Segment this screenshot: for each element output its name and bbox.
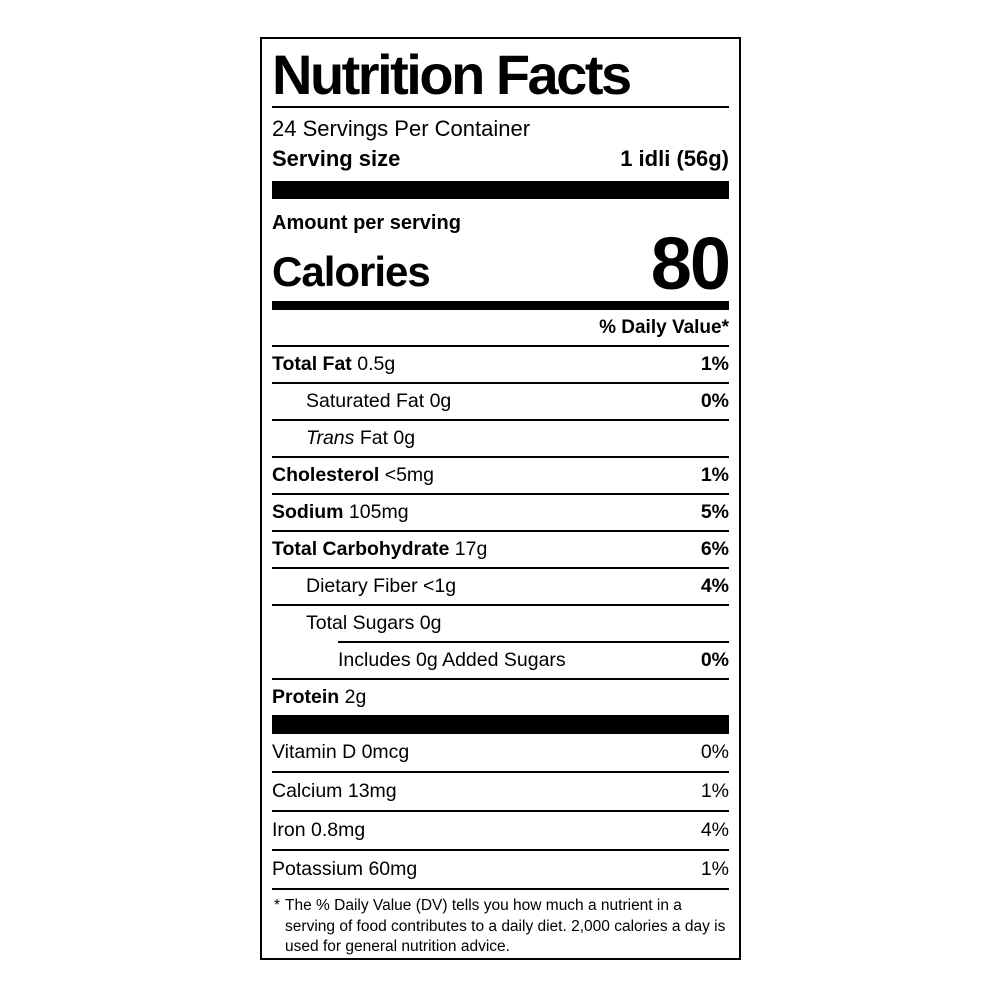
nutrient-rows: Total Fat 0.5g 1% Saturated Fat 0g 0% Trans … (272, 347, 729, 715)
daily-value-percent: 1% (700, 352, 729, 375)
amount-per-serving-label: Amount per serving (272, 211, 461, 234)
nutrient-label: Trans Fat 0g (306, 426, 416, 449)
nutrient-label: Iron 0.8mg (272, 818, 366, 841)
nutrient-row: Protein 2g (272, 680, 729, 715)
nutrient-row: Total Sugars 0g (272, 606, 729, 641)
daily-value-percent: 1% (700, 857, 729, 880)
nutrient-label: Calcium 13mg (272, 779, 397, 802)
nutrient-row: Dietary Fiber <1g 4% (272, 569, 729, 606)
serving-size-value: 1 idli (56g) (620, 145, 729, 171)
nutrient-label: Dietary Fiber <1g (306, 574, 457, 597)
nutrient-label: Total Fat 0.5g (272, 352, 396, 375)
serving-size-label: Serving size (272, 145, 401, 171)
nutrient-label: Includes 0g Added Sugars (338, 648, 566, 671)
nutrient-label: Vitamin D 0mcg (272, 740, 410, 763)
nutrition-facts-label: Nutrition Facts 24 Servings Per Containe… (260, 37, 741, 960)
nutrient-row: Saturated Fat 0g 0% (272, 384, 729, 421)
nutrient-label: Total Sugars 0g (306, 611, 442, 634)
nutrient-row: Total Carbohydrate 17g 6% (272, 532, 729, 569)
daily-value-percent: 0% (700, 740, 729, 763)
nutrient-label: Protein 2g (272, 685, 367, 708)
nutrient-label: Sodium 105mg (272, 500, 409, 523)
calories-label: Calories (272, 247, 431, 295)
daily-value-percent: 1% (700, 463, 729, 486)
footnote-text: The % Daily Value (DV) tells you how muc… (285, 896, 726, 956)
vitamin-row: Potassium 60mg 1% (272, 851, 729, 888)
nutrient-label: Potassium 60mg (272, 857, 418, 880)
daily-value-percent: 0% (700, 389, 729, 412)
footnote-asterisk: * (274, 896, 281, 914)
indented-rule (338, 640, 729, 643)
calories-section: Calories 80 (272, 221, 731, 305)
calories-value: 80 (650, 221, 731, 305)
thick-separator-bar-bottom (272, 714, 729, 734)
label-title: Nutrition Facts (272, 44, 729, 109)
daily-value-percent: 0% (700, 648, 729, 671)
medium-separator-bar (272, 300, 729, 310)
daily-value-header: % Daily Value* (272, 310, 729, 347)
vitamin-row: Calcium 13mg 1% (272, 773, 729, 812)
serving-size-row: Serving size 1 idli (56g) (272, 143, 729, 181)
vitamin-rows: Vitamin D 0mcg 0% Calcium 13mg 1% Iron 0.8mg… (272, 734, 729, 888)
daily-value-percent: 5% (700, 500, 729, 523)
nutrient-row: Sodium 105mg 5% (272, 495, 729, 532)
nutrient-row: Trans Fat 0g (272, 421, 729, 458)
nutrient-row: Cholesterol <5mg 1% (272, 458, 729, 495)
nutrient-label: Cholesterol <5mg (272, 463, 435, 486)
servings-per-container: 24 Servings Per Container (272, 116, 531, 142)
thick-separator-bar-top (272, 180, 729, 199)
daily-value-percent: 1% (700, 779, 729, 802)
nutrient-row: Total Fat 0.5g 1% (272, 347, 729, 384)
nutrient-label: Saturated Fat 0g (306, 389, 452, 412)
nutrient-label: Total Carbohydrate 17g (272, 537, 488, 560)
daily-value-percent: 6% (700, 537, 729, 560)
footnote: * The % Daily Value (DV) tells you how m… (272, 887, 729, 958)
nutrient-row: Includes 0g Added Sugars 0% (272, 643, 729, 680)
vitamin-row: Vitamin D 0mcg 0% (272, 734, 729, 773)
daily-value-percent: 4% (700, 818, 729, 841)
vitamin-row: Iron 0.8mg 4% (272, 812, 729, 851)
daily-value-percent: 4% (700, 574, 729, 597)
